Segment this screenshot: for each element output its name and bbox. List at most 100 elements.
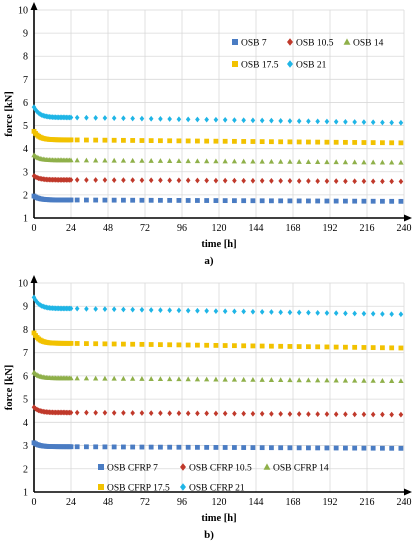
data-point [185, 307, 191, 314]
data-point [148, 177, 154, 184]
data-point [74, 157, 80, 163]
data-point [324, 118, 330, 125]
data-point [269, 177, 274, 184]
y-tick-label: 7 [23, 348, 28, 359]
data-point [361, 159, 367, 165]
data-point [204, 308, 209, 314]
data-point [102, 115, 108, 121]
x-tick-label: 216 [360, 223, 375, 234]
data-point [74, 305, 80, 312]
data-point [222, 376, 228, 382]
legend-marker [287, 60, 293, 68]
data-point [379, 378, 386, 383]
data-point [111, 137, 117, 143]
y-axis-title: force [kN] [4, 91, 15, 137]
data-point [352, 119, 357, 125]
data-point [315, 445, 321, 451]
data-point [68, 157, 74, 163]
data-point [315, 159, 321, 165]
data-point [93, 137, 99, 143]
data-point [121, 115, 126, 122]
data-point [287, 118, 293, 124]
data-point [111, 157, 117, 163]
data-point [167, 342, 173, 348]
data-point [176, 410, 182, 417]
data-point [68, 409, 74, 416]
legend-marker [232, 61, 238, 67]
legend-label: OSB 17.5 [241, 61, 279, 71]
x-tick-label: 96 [177, 497, 187, 508]
x-tick-label: 216 [360, 497, 375, 508]
data-point [167, 158, 173, 163]
data-point [352, 411, 357, 418]
data-point [93, 375, 99, 381]
data-point [176, 198, 182, 203]
data-point [231, 158, 238, 164]
data-point [315, 139, 321, 145]
data-point [68, 375, 74, 381]
y-tick-label: 9 [23, 302, 28, 313]
data-point [232, 177, 237, 184]
data-point [130, 306, 135, 313]
data-point [398, 345, 404, 351]
data-point [324, 178, 330, 184]
data-point [398, 378, 404, 384]
data-point [158, 116, 163, 122]
data-point [111, 375, 117, 381]
y-tick-label: 4 [23, 418, 28, 429]
data-point [324, 411, 330, 418]
data-point [130, 138, 136, 143]
x-tick-label: 240 [397, 223, 412, 234]
legend-label: OSB 14 [353, 39, 384, 49]
data-point [195, 198, 200, 203]
data-point [139, 341, 145, 347]
legend-label: OSB CFRP 10.5 [189, 464, 252, 474]
data-point [231, 376, 238, 382]
data-point [185, 116, 191, 123]
data-point [74, 137, 80, 143]
x-tick-label: 120 [212, 223, 227, 234]
data-point [130, 341, 136, 347]
data-point [68, 137, 74, 143]
data-point [296, 445, 302, 451]
data-point [315, 411, 320, 418]
data-point [315, 118, 320, 125]
data-point [361, 178, 367, 185]
data-point [31, 294, 37, 301]
data-point [195, 116, 200, 123]
data-point [296, 411, 302, 417]
data-point [296, 159, 302, 164]
data-point [74, 341, 80, 346]
data-point [343, 445, 348, 451]
data-point [250, 445, 256, 451]
data-point [287, 411, 293, 417]
x-axis-title: time [h] [201, 513, 236, 524]
data-point [167, 307, 172, 314]
data-point [84, 177, 89, 183]
data-point [306, 118, 311, 125]
y-tick-label: 8 [23, 52, 28, 63]
data-point [213, 198, 219, 203]
series-osb-cfrp-10-5 [31, 404, 404, 418]
data-point [84, 341, 89, 346]
data-point [241, 376, 247, 382]
data-point [121, 137, 126, 143]
x-tick-label: 168 [286, 223, 301, 234]
series-osb-10-5 [31, 173, 404, 185]
x-tick-label: 144 [249, 223, 264, 234]
data-point [176, 444, 182, 450]
data-point [167, 444, 173, 450]
data-point [250, 343, 256, 349]
data-point [287, 139, 293, 145]
data-point [204, 177, 209, 184]
y-tick-label: 1 [23, 488, 28, 499]
panel-label: a) [204, 255, 214, 267]
data-point [158, 410, 163, 417]
data-point [204, 198, 210, 203]
y-tick-label: 4 [23, 144, 28, 155]
data-point [31, 104, 37, 110]
x-tick-label: 120 [212, 497, 227, 508]
data-point [389, 311, 394, 318]
data-point [139, 138, 145, 143]
data-point [31, 330, 37, 336]
